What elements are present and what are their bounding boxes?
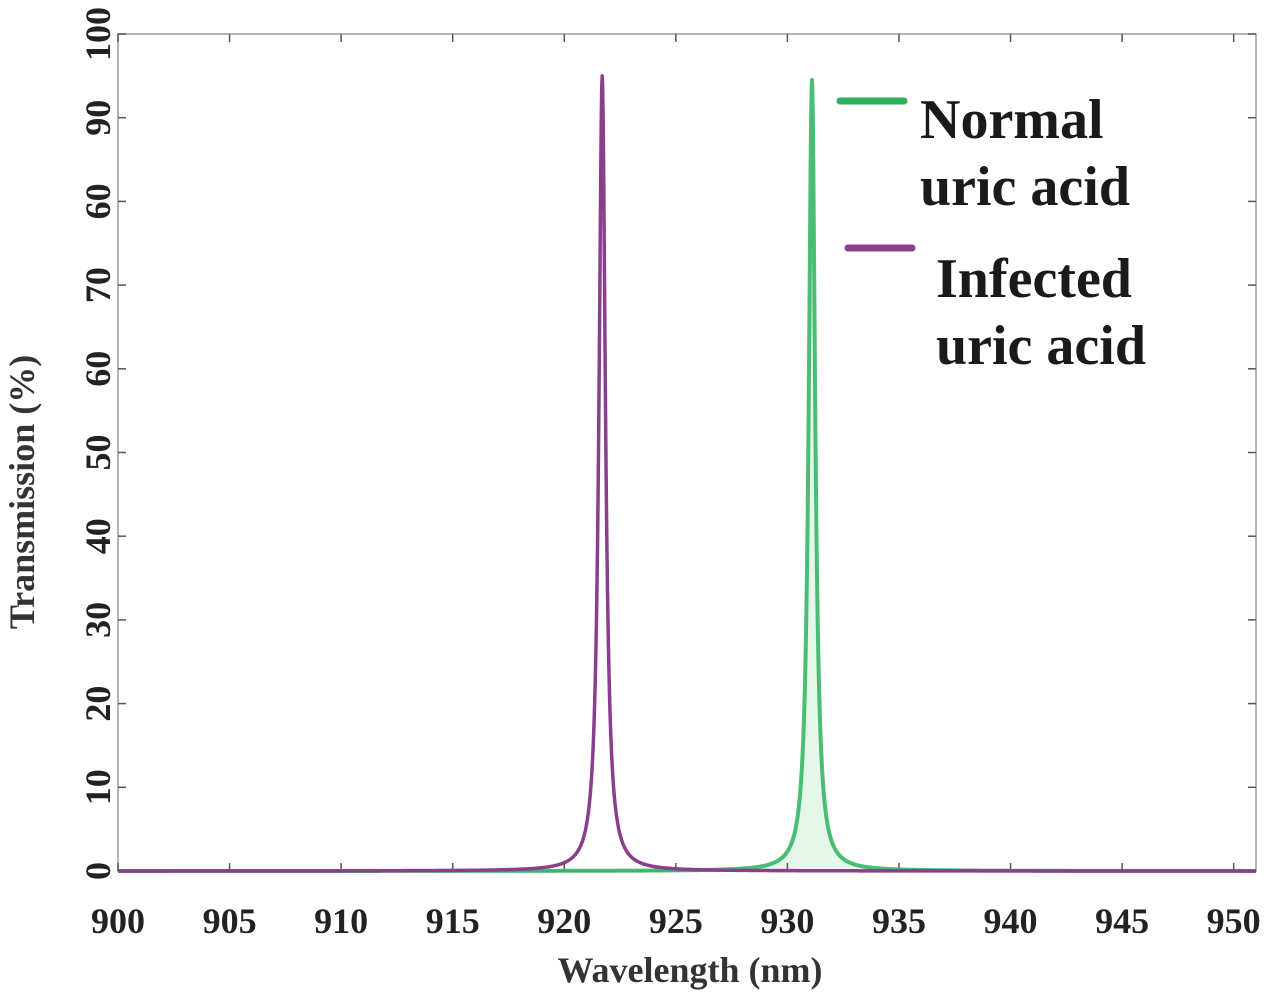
- x-tick-label: 950: [1207, 901, 1261, 941]
- legend-label: uric acid: [920, 156, 1130, 218]
- y-tick-label: 0: [78, 862, 118, 880]
- y-axis-ticks: 0 10 20 30 40 50 60 70 60 90 100: [78, 7, 1256, 880]
- plot-area: [117, 33, 1257, 872]
- y-axis-label: Transmission (%): [2, 355, 42, 629]
- y-tick-label: 90: [78, 100, 118, 136]
- y-tick-label: 60: [78, 351, 118, 387]
- x-tick-label: 910: [314, 901, 368, 941]
- y-tick-label: 50: [78, 435, 118, 471]
- x-axis-ticks: 900 905 910 915 920 925 930 935 940 945 950: [91, 34, 1261, 941]
- y-tick-label: 40: [78, 518, 118, 554]
- x-tick-label: 915: [426, 901, 480, 941]
- y-tick-label: 60: [78, 183, 118, 219]
- legend-label: uric acid: [936, 315, 1146, 377]
- x-tick-label: 935: [872, 901, 926, 941]
- y-tick-label: 30: [78, 602, 118, 638]
- x-tick-label: 945: [1095, 901, 1149, 941]
- y-tick-label: 10: [78, 769, 118, 805]
- x-axis-label: Wavelength (nm): [558, 950, 823, 990]
- y-tick-label: 20: [78, 686, 118, 722]
- x-tick-label: 905: [203, 901, 257, 941]
- series-line-infected: [116, 74, 1258, 873]
- legend-label: Normal: [920, 89, 1104, 151]
- x-tick-label: 930: [760, 901, 814, 941]
- y-tick-label: 100: [78, 7, 118, 61]
- y-tick-label: 70: [78, 267, 118, 303]
- x-tick-label: 940: [984, 901, 1038, 941]
- x-tick-label: 925: [649, 901, 703, 941]
- x-tick-label: 900: [91, 901, 145, 941]
- x-tick-label: 920: [537, 901, 591, 941]
- series-layer: [116, 74, 1258, 873]
- legend-label: Infected: [936, 248, 1132, 310]
